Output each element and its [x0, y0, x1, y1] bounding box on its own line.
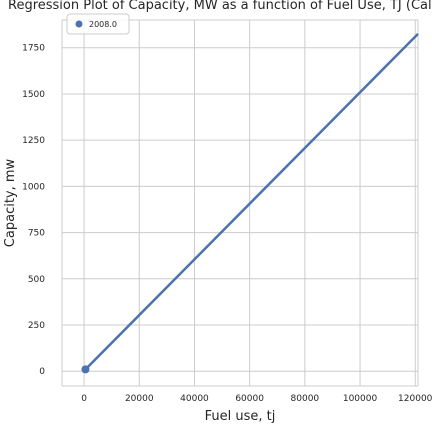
legend: 2008.0	[66, 13, 130, 35]
regression-line	[84, 32, 419, 371]
y-tick-label: 0	[39, 367, 45, 377]
legend-label-2008: 2008.0	[89, 20, 117, 29]
x-tick-label: 60000	[235, 394, 264, 404]
x-tick-label: 80000	[291, 394, 320, 404]
chart-title: Regression Plot of Capacity, MW as a fun…	[8, 0, 432, 13]
x-tick-label: 120000	[398, 394, 432, 404]
y-tick-label: 250	[28, 321, 45, 331]
plot-area	[61, 19, 419, 387]
x-axis-label: Fuel use, tj	[205, 409, 276, 424]
y-tick-label: 1750	[22, 44, 45, 54]
legend-box	[66, 13, 130, 35]
y-axis-ticks: 0 250 500 750 1000 1250 1500 1750	[22, 44, 45, 377]
series-layer	[81, 32, 419, 374]
y-tick-label: 1250	[22, 136, 45, 146]
y-axis-label: Capacity, mw	[3, 158, 18, 247]
legend-marker-2008	[75, 20, 83, 28]
x-tick-label: 100000	[343, 394, 378, 404]
y-tick-label: 750	[28, 229, 45, 239]
x-tick-label: 40000	[180, 394, 209, 404]
y-tick-label: 1500	[22, 90, 45, 100]
x-axis-ticks: 0 20000 40000 60000 80000 100000 120000	[81, 394, 432, 404]
y-tick-label: 1000	[22, 182, 45, 192]
scatter-point	[81, 365, 90, 374]
y-tick-label: 500	[28, 275, 45, 285]
x-tick-label: 20000	[125, 394, 154, 404]
x-tick-label: 0	[81, 394, 87, 404]
